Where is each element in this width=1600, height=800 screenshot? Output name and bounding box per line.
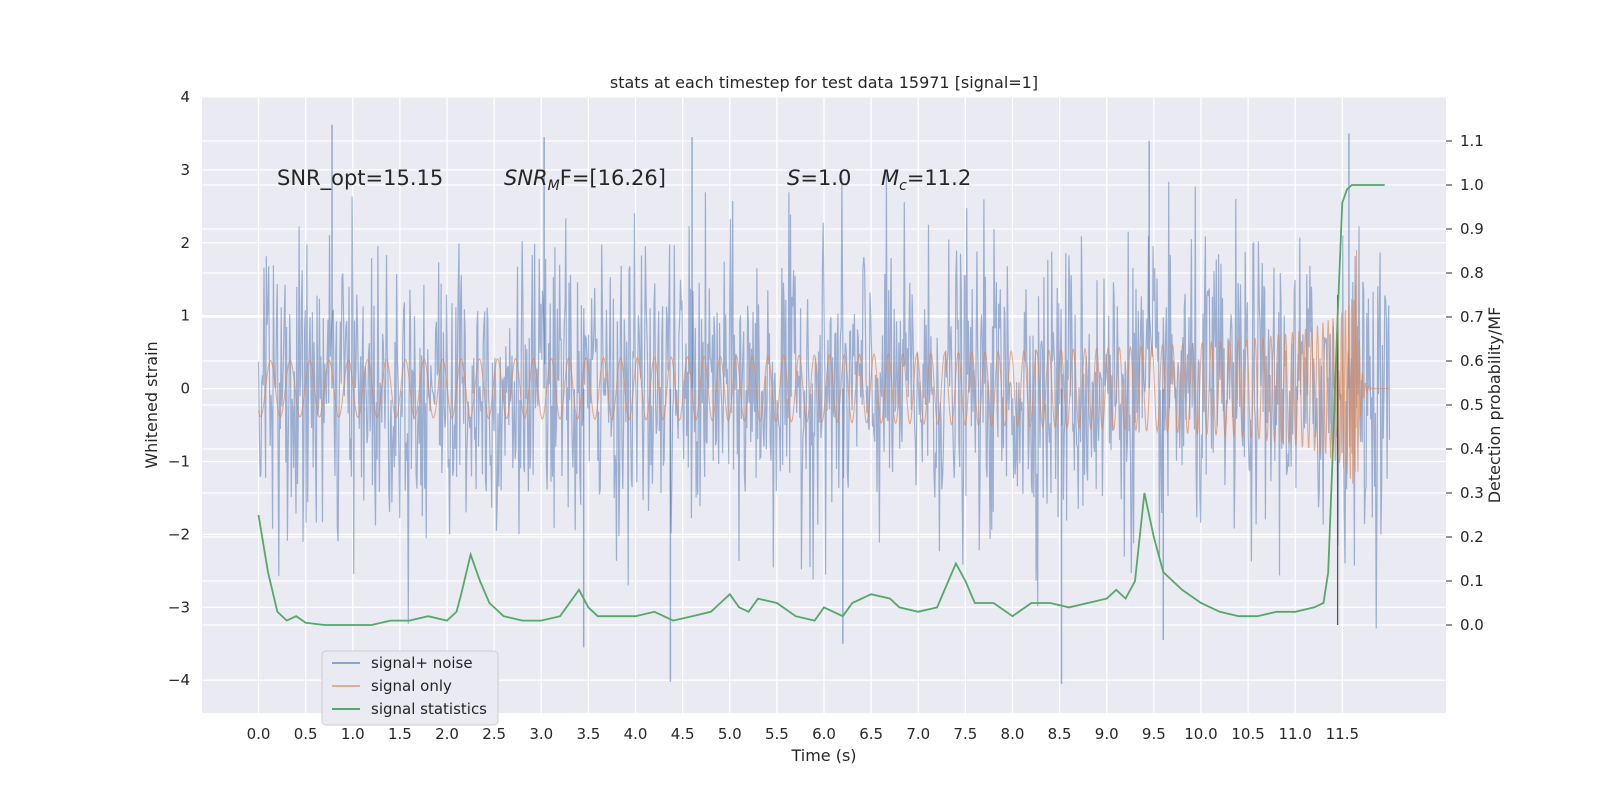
series-signal-plus-noise: [257, 124, 1391, 684]
x-tick-label: 0.0: [247, 725, 271, 743]
x-axis-label: Time (s): [790, 746, 856, 765]
x-tick-label: 1.0: [341, 725, 365, 743]
chart-title: stats at each timestep for test data 159…: [610, 73, 1038, 92]
y-tick-label: −4: [168, 671, 190, 689]
x-tick-label: 8.5: [1048, 725, 1072, 743]
y-tick-label: 1: [180, 307, 190, 325]
noise-trace: [257, 173, 1391, 629]
y-right-tick-label: 1.0: [1460, 176, 1484, 194]
annotation-mc-sub: c: [899, 178, 907, 194]
x-tick-labels: 0.0 0.5 1.0 1.5 2.0 2.5 3.0 3.5 4.0 4.5 5.0 5.5 6.0 6…: [247, 725, 1359, 743]
legend-label-stats: signal statistics: [371, 700, 487, 718]
stats-trace: [257, 184, 1385, 626]
annotation-mc-value: =11.2: [907, 166, 971, 190]
y-right-tick-labels: 0.0 0.1 0.2 0.3 0.4 0.5 0.6 0.7 0.8 0.9 1.0 1.1: [1446, 132, 1484, 634]
y-right-tick-label: 0.4: [1460, 440, 1484, 458]
y-tick-label: 3: [180, 161, 190, 179]
y-tick-label: 2: [180, 234, 190, 252]
annotation-snr-mf-rest: F=[16.26]: [560, 166, 666, 190]
y-tick-labels: −4 −3 −2 −1 0 1 2 3 4: [168, 88, 190, 689]
x-tick-label: 11.5: [1326, 725, 1359, 743]
y-tick-label: −1: [168, 452, 190, 470]
y-right-tick-label: 0.8: [1460, 264, 1484, 282]
y-tick-label: 4: [180, 88, 190, 106]
legend-label-noise: signal+ noise: [371, 654, 473, 672]
x-tick-label: 2.0: [435, 725, 459, 743]
legend-box: [321, 650, 499, 726]
legend-label-signal: signal only: [371, 677, 452, 695]
x-tick-label: 10.0: [1184, 725, 1217, 743]
x-tick-label: 2.5: [482, 725, 506, 743]
y-right-axis-label: Detection probability/MF: [1485, 307, 1504, 504]
y-right-tick-label: 0.2: [1460, 528, 1484, 546]
x-tick-label: 10.5: [1231, 725, 1264, 743]
x-tick-label: 3.0: [529, 725, 553, 743]
x-tick-label: 0.5: [294, 725, 318, 743]
annotation-snr-opt: SNR_opt=15.15: [277, 166, 443, 191]
x-tick-label: 6.0: [812, 725, 836, 743]
y-right-tick-label: 0.0: [1460, 616, 1484, 634]
annotation-mc: Mc=11.2: [881, 166, 971, 194]
annotation-mc-symbol: M: [881, 166, 899, 190]
x-tick-label: 3.5: [576, 725, 600, 743]
x-tick-label: 4.5: [671, 725, 695, 743]
series-signal-statistics: [257, 184, 1385, 626]
y-right-tick-label: 0.6: [1460, 352, 1484, 370]
annotation-snr-mf: SNRMF=[16.26]: [504, 166, 666, 194]
x-tick-label: 4.0: [624, 725, 648, 743]
y-right-tick-label: 0.1: [1460, 572, 1484, 590]
annotation-snr-mf-sub: M: [548, 178, 560, 194]
x-tick-label: 6.5: [859, 725, 883, 743]
x-tick-label: 5.5: [765, 725, 789, 743]
y-right-tick-label: 0.3: [1460, 484, 1484, 502]
x-tick-label: 5.0: [718, 725, 742, 743]
x-tick-label: 7.5: [953, 725, 977, 743]
annotation-snr-mf-base: SNR: [504, 166, 548, 190]
annotation-s: S=1.0: [787, 166, 851, 190]
y-right-tick-label: 0.7: [1460, 308, 1484, 326]
annotation-s-symbol: S: [787, 166, 800, 190]
y-tick-label: 0: [180, 380, 190, 398]
x-tick-label: 9.5: [1142, 725, 1166, 743]
x-tick-label: 8.0: [1001, 725, 1025, 743]
x-tick-label: 1.5: [388, 725, 412, 743]
y-right-tick-label: 0.5: [1460, 396, 1484, 414]
legend: signal+ noise signal only signal statist…: [321, 650, 499, 726]
y-tick-label: −3: [168, 598, 190, 616]
x-tick-label: 9.0: [1095, 725, 1119, 743]
annotation-s-value: =1.0: [800, 166, 851, 190]
chirp-trace: [257, 250, 1390, 484]
y-right-tick-label: 1.1: [1460, 132, 1484, 150]
x-tick-label: 11.0: [1279, 725, 1312, 743]
x-tick-label: 7.0: [906, 725, 930, 743]
series-signal-only: [257, 250, 1390, 484]
y-tick-label: −2: [168, 525, 190, 543]
y-axis-label: Whitened strain: [142, 341, 161, 468]
y-right-tick-label: 0.9: [1460, 220, 1484, 238]
